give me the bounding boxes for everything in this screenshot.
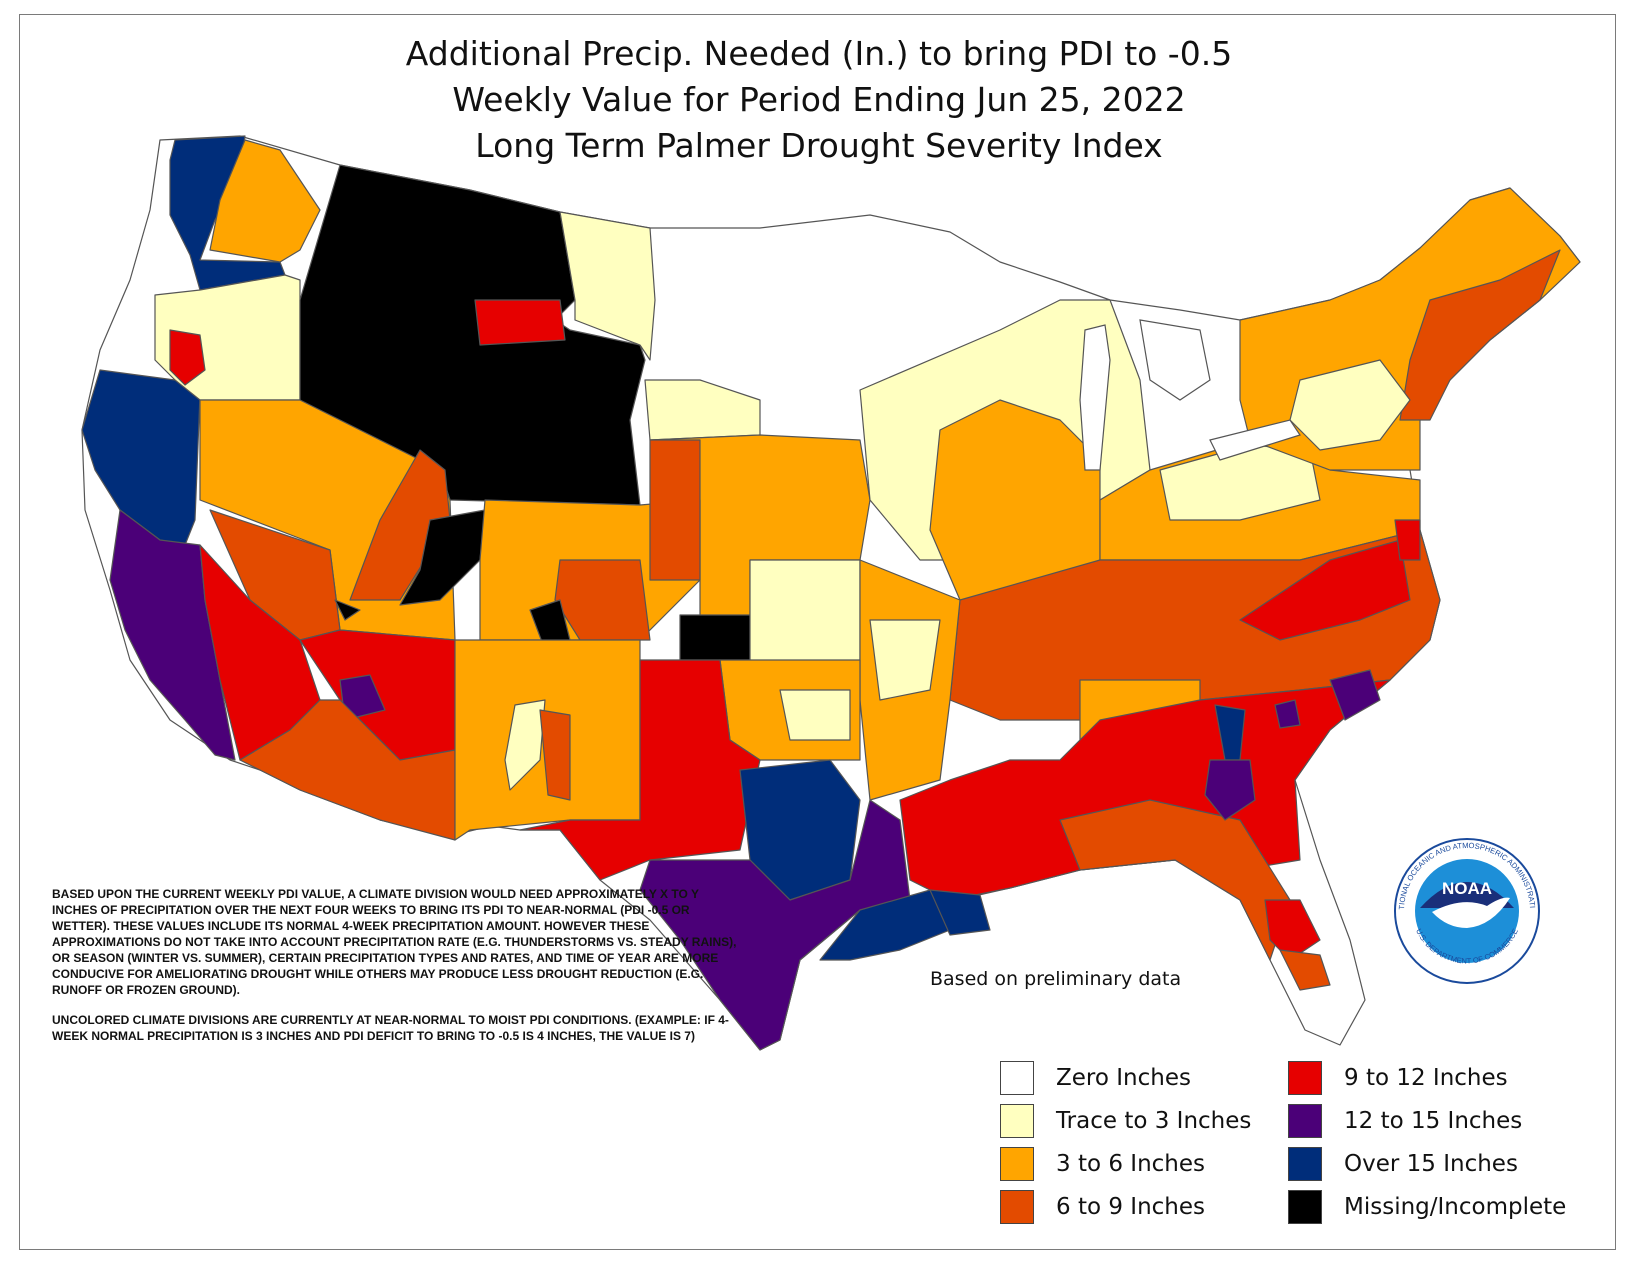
legend-item-zero: Zero Inches [1000, 1060, 1191, 1096]
region-missing-ok [679, 614, 751, 661]
legend-label: 3 to 6 Inches [1056, 1151, 1206, 1177]
title-line-3: Long Term Palmer Drought Severity Index [475, 126, 1163, 165]
region-trace-mt [559, 211, 656, 361]
note-paragraph-2: UNCOLORED CLIMATE DIVISIONS ARE CURRENTL… [52, 1013, 729, 1043]
lake-huron [1139, 319, 1211, 401]
region-trace-wy-east [644, 379, 761, 441]
legend-item-trace: Trace to 3 Inches [1000, 1103, 1251, 1139]
region-trace-ok [779, 689, 851, 741]
region-trace-nm [504, 699, 546, 791]
legend-label: Zero Inches [1056, 1065, 1191, 1091]
legend-swatch [1288, 1061, 1322, 1095]
title-line-2: Weekly Value for Period Ending Jun 25, 2… [452, 80, 1186, 119]
legend-label: 9 to 12 Inches [1344, 1065, 1508, 1091]
legend-item-9to12: 9 to 12 Inches [1288, 1060, 1508, 1096]
region-6to9-gulf [1059, 799, 1291, 961]
region-9to12-or [169, 329, 206, 386]
region-12to15-ca [109, 509, 236, 761]
map-frame [19, 14, 1616, 1250]
legend-swatch [1000, 1190, 1034, 1224]
legend-label: Missing/Incomplete [1344, 1194, 1567, 1220]
region-12to15-nc [1329, 669, 1381, 721]
legend-swatch [1288, 1190, 1322, 1224]
legend-item-missing: Missing/Incomplete [1288, 1189, 1566, 1225]
region-missing-ut2 [334, 599, 361, 621]
lake-erie [1209, 419, 1301, 461]
legend-swatch [1288, 1104, 1322, 1138]
region-3to6-wa [209, 139, 321, 263]
region-9to12-mt [474, 299, 566, 346]
region-6to9-nm [539, 709, 571, 801]
region-6to9-fl [1279, 949, 1331, 991]
region-9to12-va [1239, 539, 1411, 641]
legend-swatch [1000, 1104, 1034, 1138]
region-9to12-md [1394, 519, 1421, 561]
region-9to12-fl [1264, 899, 1321, 961]
legend-item-12to15: 12 to 15 Inches [1288, 1103, 1522, 1139]
legend: Zero Inches Trace to 3 Inches 3 to 6 Inc… [1000, 1060, 1600, 1240]
legend-item-3to6: 3 to 6 Inches [1000, 1146, 1205, 1182]
methodology-note: BASED UPON THE CURRENT WEEKLY PDI VALUE,… [52, 886, 742, 1058]
legend-label: 6 to 9 Inches [1056, 1194, 1206, 1220]
region-over15-la [929, 889, 991, 936]
legend-label: Trace to 3 Inches [1056, 1108, 1252, 1134]
legend-label: Over 15 Inches [1344, 1151, 1518, 1177]
legend-label: 12 to 15 Inches [1344, 1108, 1523, 1134]
region-12to15-ga [1204, 759, 1256, 821]
note-paragraph-1: BASED UPON THE CURRENT WEEKLY PDI VALUE,… [52, 887, 737, 997]
noaa-logo-text: NOAA [1442, 879, 1492, 898]
legend-item-over15: Over 15 Inches [1288, 1146, 1518, 1182]
legend-swatch [1000, 1061, 1034, 1095]
region-6to9-newengland [1399, 249, 1561, 421]
legend-item-6to9: 6 to 9 Inches [1000, 1189, 1205, 1225]
region-9to12-gulf [899, 679, 1391, 901]
region-trace-ark [869, 619, 941, 701]
title-line-1: Additional Precip. Needed (In.) to bring… [405, 34, 1233, 73]
legend-swatch [1288, 1147, 1322, 1181]
preliminary-data-note: Based on preliminary data [930, 968, 1182, 990]
region-6to9-ut [349, 449, 451, 601]
region-12to15-sc [1274, 699, 1301, 729]
region-6to9-ks-west [649, 439, 701, 581]
noaa-logo: NOAA NATIONAL OCEANIC AND ATMOSPHERIC AD… [1392, 836, 1540, 984]
legend-swatch [1000, 1147, 1034, 1181]
lake-michigan [1079, 324, 1111, 471]
region-9to12-tx-west [519, 659, 761, 881]
